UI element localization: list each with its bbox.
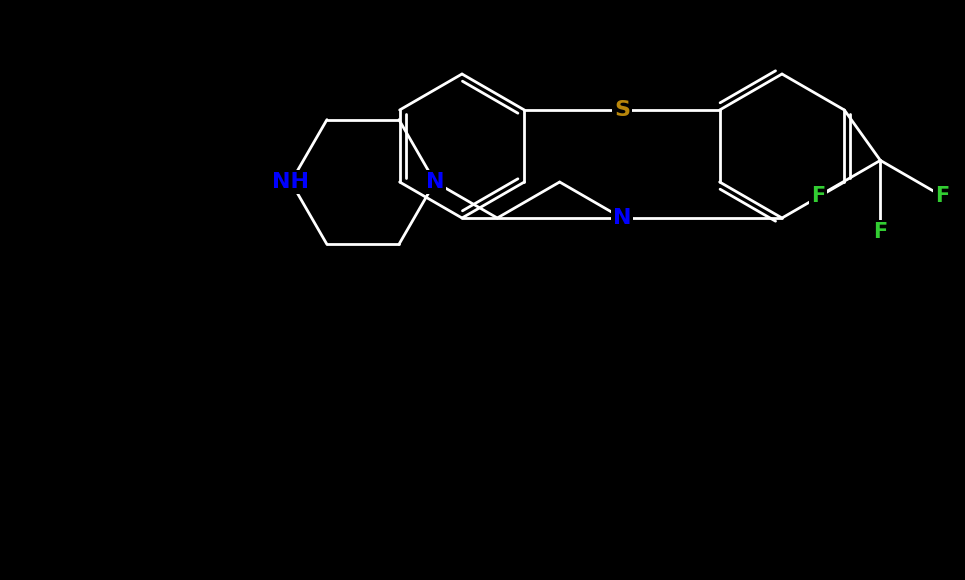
Text: N: N [426, 172, 444, 192]
Text: F: F [811, 186, 825, 206]
Text: NH: NH [272, 172, 310, 192]
Text: N: N [613, 208, 631, 228]
Text: S: S [614, 100, 630, 120]
Text: F: F [873, 222, 888, 242]
Text: F: F [936, 186, 950, 206]
